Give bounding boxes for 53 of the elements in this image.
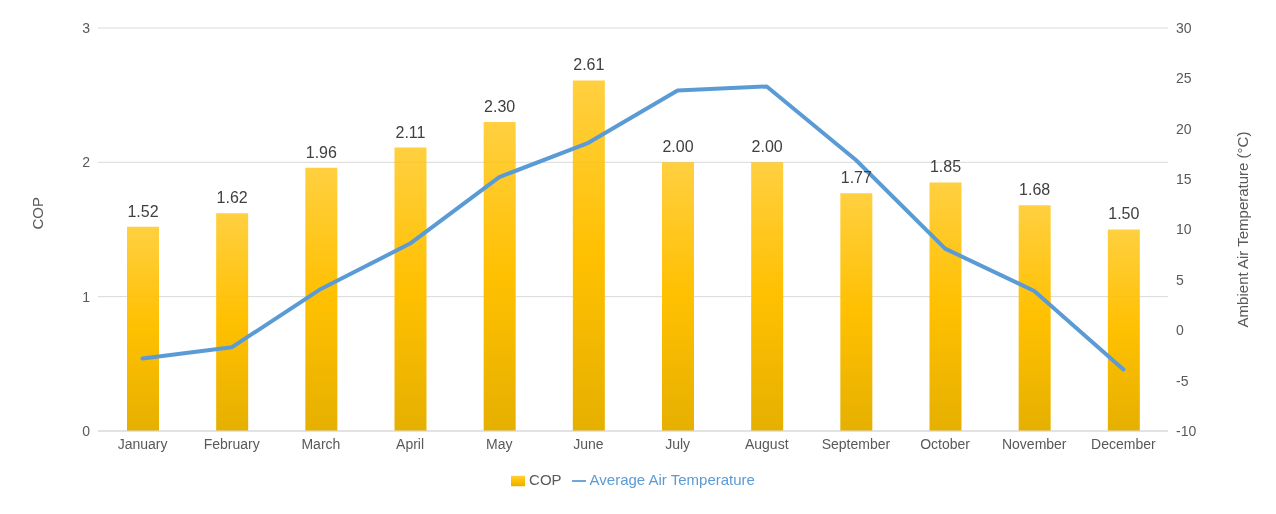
data-label: 2.00	[662, 138, 694, 156]
y-axis-title: COP	[29, 196, 47, 230]
x-tick-label: January	[117, 435, 168, 452]
x-tick-label: May	[486, 435, 513, 452]
legend-label: Average Air Temperature	[589, 470, 755, 488]
x-tick-label: September	[821, 435, 891, 452]
x-tick-label: February	[203, 435, 260, 452]
y-tick-label: 3	[82, 19, 91, 36]
data-label: 2.11	[395, 123, 426, 141]
data-label: 1.68	[1019, 181, 1051, 199]
x-tick-label: November	[1001, 435, 1067, 452]
data-label: 1.96	[305, 143, 338, 161]
bar	[127, 226, 159, 431]
bar	[572, 80, 605, 431]
legend-label: COP	[529, 470, 562, 488]
data-label: 1.77	[840, 169, 873, 187]
bar	[305, 167, 338, 431]
y2-tick-label: 0	[1176, 322, 1184, 339]
y2-tick-label: 15	[1176, 171, 1192, 188]
y-tick-label: 0	[82, 422, 91, 439]
x-tick-label: April	[396, 435, 425, 452]
data-label: 2.30	[484, 98, 516, 116]
x-tick-label: October	[920, 435, 971, 452]
data-label: 1.50	[1108, 205, 1140, 223]
y2-tick-label: 20	[1176, 120, 1192, 137]
bar	[929, 182, 962, 431]
y2-tick-label: 25	[1176, 70, 1192, 87]
y2-tick-label: 10	[1176, 221, 1192, 238]
x-tick-label: July	[665, 435, 691, 452]
y2-tick-label: -10	[1176, 422, 1197, 439]
bar	[483, 122, 516, 431]
y2-axis-title: Ambient Air Temperature (°C)	[1234, 131, 1252, 328]
data-label: 1.85	[929, 158, 962, 176]
x-tick-label: August	[744, 435, 789, 452]
x-tick-label: June	[573, 435, 604, 452]
data-label: 2.00	[751, 138, 783, 156]
bar	[840, 193, 873, 431]
y-tick-label: 1	[82, 288, 91, 305]
bar	[1018, 205, 1051, 431]
y2-tick-label: 5	[1176, 271, 1184, 288]
bar	[216, 213, 249, 431]
bar	[751, 162, 784, 431]
y-tick-label: 2	[82, 154, 91, 171]
y2-tick-label: 30	[1176, 19, 1192, 36]
bar	[1107, 229, 1140, 431]
x-tick-label: March	[301, 435, 341, 452]
data-label: 1.52	[127, 202, 159, 220]
bar	[662, 162, 694, 431]
y2-tick-label: -5	[1176, 372, 1189, 389]
x-tick-label: December	[1091, 435, 1157, 452]
data-label: 1.62	[216, 189, 248, 207]
bar	[394, 147, 427, 431]
data-label: 2.61	[573, 56, 605, 74]
